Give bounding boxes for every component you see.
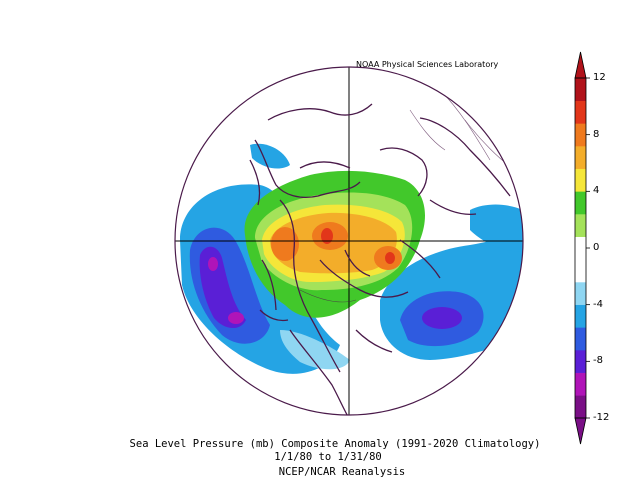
- colorbar-tick-label: 8: [593, 128, 600, 140]
- anomaly-field: [175, 67, 523, 415]
- colorbar-segment: [575, 350, 586, 373]
- atlantic-low-core: [422, 307, 462, 329]
- colorbar-segment: [575, 214, 586, 237]
- colorbar-max-arrow: [574, 51, 587, 79]
- colorbar-tick-label: 12: [593, 72, 606, 83]
- colorbar-tick-label: 4: [593, 185, 600, 197]
- colorbar-segment: [575, 191, 586, 215]
- colorbar-segment: [575, 259, 586, 283]
- colorbar-segment: [575, 146, 586, 169]
- arctic-high-14b: [385, 252, 395, 264]
- pacific-low-center: [228, 312, 244, 324]
- colorbar-tick-label: -12: [593, 412, 610, 423]
- colorbar-tick-label: -8: [593, 355, 603, 367]
- colorbar-tick-label: -4: [593, 298, 603, 310]
- arctic-high-12a: [271, 227, 299, 261]
- colorbar-segment: [575, 304, 586, 328]
- colorbar-segment: [575, 100, 586, 124]
- map-boundary: [174, 66, 524, 416]
- colorbar-segment: [575, 395, 586, 419]
- colorbar-segment: [575, 282, 586, 305]
- colorbar-segment: [575, 123, 586, 147]
- arctic-high-14a: [321, 228, 333, 244]
- colorbar-tick-label: 0: [593, 242, 600, 253]
- caption-dates: 1/1/80 to 1/31/80: [274, 451, 382, 463]
- east-low: [470, 204, 523, 252]
- colorbar-segment: [575, 168, 586, 192]
- caption-source: NCEP/NCAR Reanalysis: [278, 466, 406, 478]
- pacific-low-center-2: [208, 257, 218, 271]
- colorbar-segment: [575, 327, 586, 351]
- credit-label: NOAA Physical Sciences Laboratory: [356, 60, 499, 69]
- colorbar-segment: [575, 236, 586, 260]
- coastlines: [249, 103, 511, 415]
- colorbar-segment: [575, 78, 586, 101]
- caption-title: Sea Level Pressure (mb) Composite Anomal…: [129, 438, 541, 450]
- colorbar-segment: [575, 372, 586, 396]
- colorbar: [574, 51, 590, 445]
